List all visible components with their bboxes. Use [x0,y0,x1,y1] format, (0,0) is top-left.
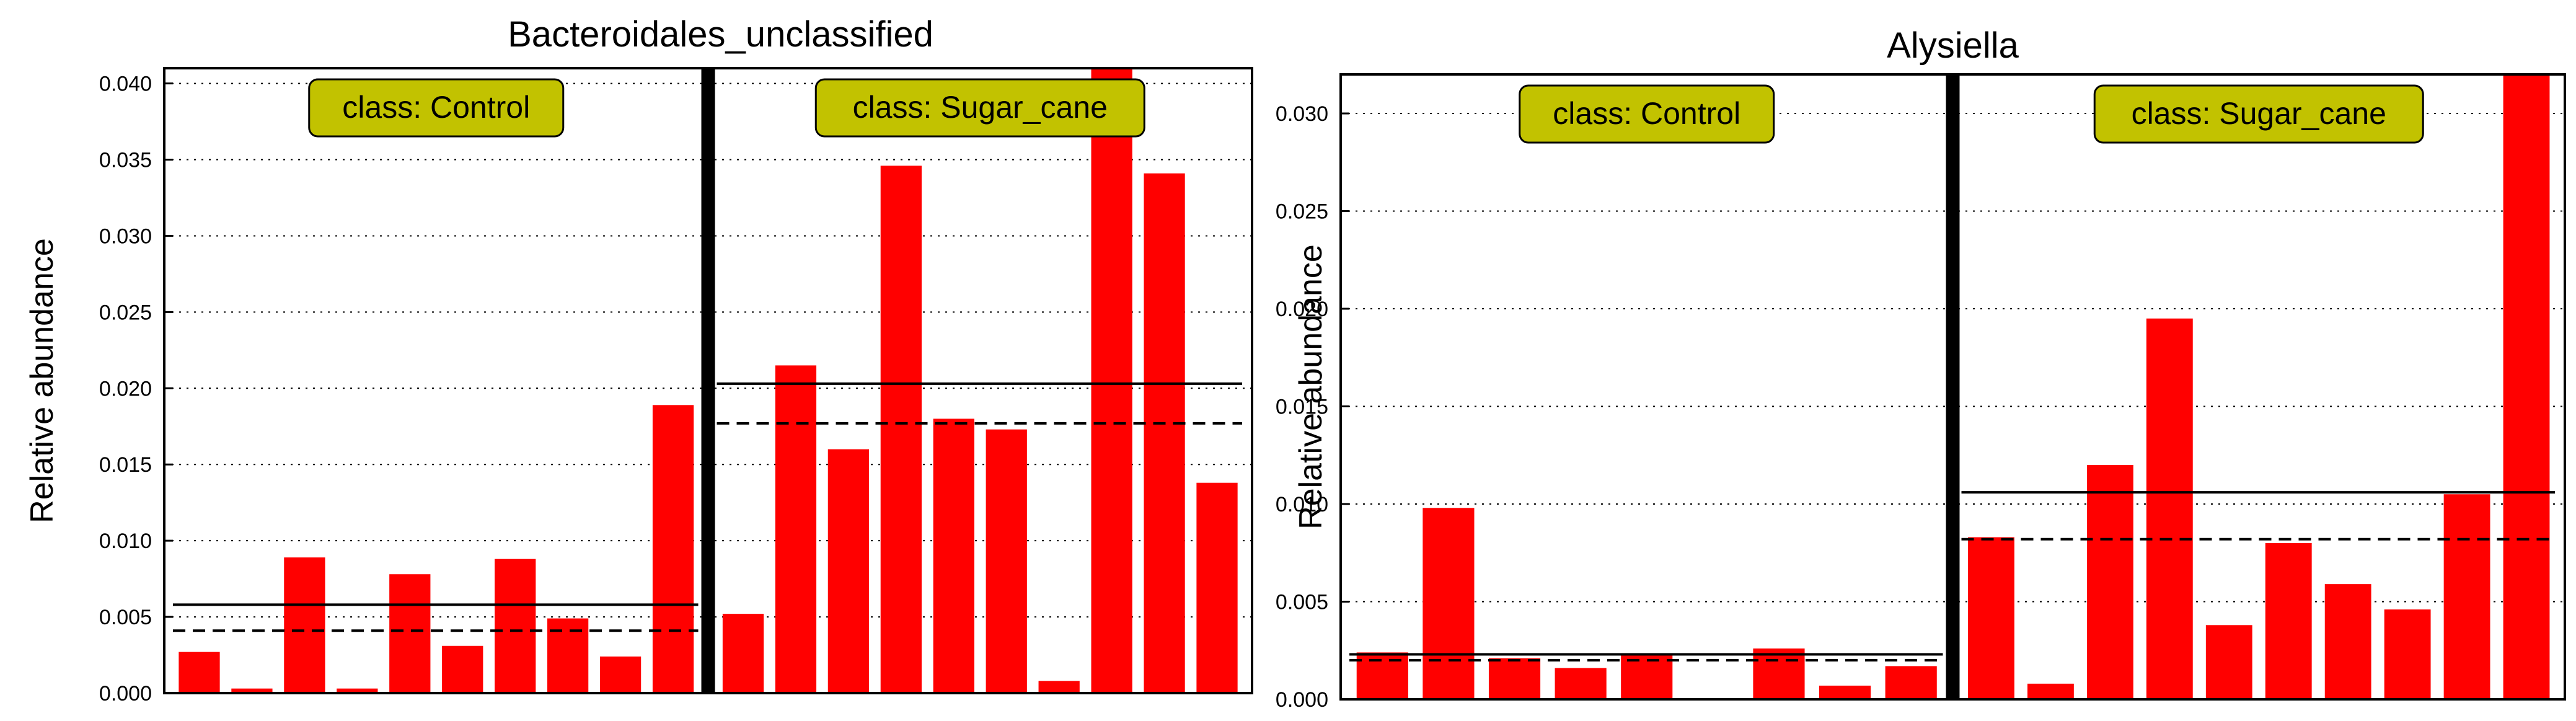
class-label: class: Control [342,90,530,125]
y-tick-label: 0.010 [1276,493,1328,516]
bar [2265,543,2312,699]
bar [1038,681,1080,693]
y-tick-label: 0.000 [1276,688,1328,712]
bar [1555,668,1607,699]
class-label-box [308,78,565,138]
bar [2146,318,2193,699]
y-tick-label: 0.015 [1276,396,1328,419]
chart-title: Alysiella [1887,25,2019,66]
bar [827,449,870,693]
y-tick-label: 0.035 [99,149,152,172]
class-label-box [2093,84,2424,144]
bar [284,557,325,693]
bar [933,418,974,693]
bar [722,614,764,693]
bar [1968,537,2014,699]
plot-frame [163,67,1253,694]
bar [2503,74,2550,699]
bar [389,574,431,693]
bar [775,365,817,693]
y-tick-label: 0.015 [99,453,152,477]
y-tick-label: 0.005 [99,606,152,629]
y-tick-label: 0.000 [99,682,152,706]
y-tick-label: 0.020 [99,377,152,400]
bar [495,559,536,693]
bar [1819,685,1871,699]
class-label: class: Sugar_cane [853,90,1108,125]
y-tick-label: 0.040 [99,73,152,96]
bar [442,645,483,693]
bar [2205,625,2252,699]
bar [2443,494,2490,699]
bar [599,656,642,693]
y-tick-label: 0.005 [1276,591,1328,614]
y-axis-label: Relative abundance [1293,244,1329,529]
bar [2324,584,2371,699]
class-label: class: Sugar_cane [2132,96,2386,131]
bar [1144,173,1185,693]
bar [1753,648,1805,699]
y-tick-label: 0.030 [1276,102,1328,126]
bar [1423,508,1475,699]
bar [652,405,694,693]
y-axis-label: Relative abundance [24,238,60,523]
y-tick-label: 0.025 [1276,200,1328,224]
bar [1885,666,1937,699]
y-tick-label: 0.030 [99,224,152,248]
bar [986,429,1027,693]
class-label: class: Control [1553,96,1740,131]
bar [1488,658,1541,699]
bar [1621,654,1673,699]
class-label-box [814,78,1145,138]
y-tick-label: 0.020 [1276,298,1328,321]
bar [2384,609,2431,699]
bar [1091,68,1132,693]
y-tick-label: 0.025 [99,301,152,324]
class-label-box [1519,84,1775,144]
bar [179,652,220,693]
bar [2086,465,2133,699]
y-tick-label: 0.010 [99,529,152,553]
bar [1196,482,1238,693]
bar [231,688,273,693]
chart-title: Bacteroidales_unclassified [508,14,933,55]
plot-frame [1339,73,2566,701]
bar [880,166,922,694]
bar [337,688,378,693]
bar [2027,683,2074,699]
